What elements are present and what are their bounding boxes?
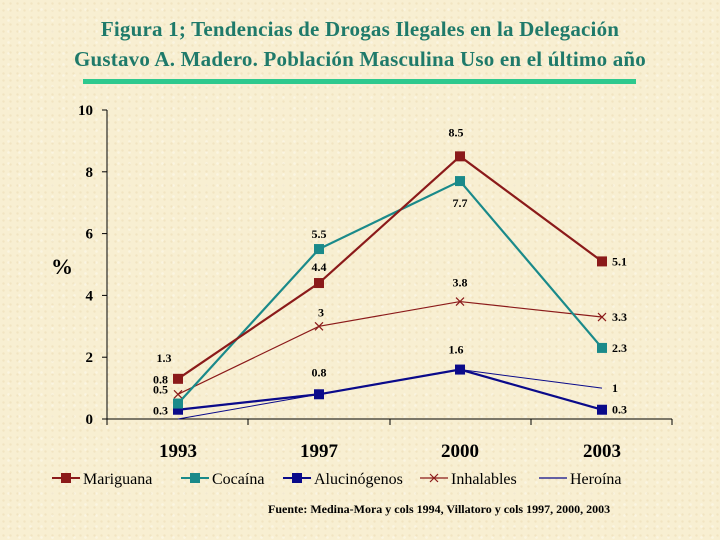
source-note: Fuente: Medina-Mora y cols 1994, Villato… bbox=[268, 502, 611, 516]
y-tick-label: 4 bbox=[86, 288, 94, 304]
data-point-mariguana bbox=[597, 256, 607, 267]
legend-label-heroina: Heroína bbox=[570, 471, 622, 488]
legend-label-mariguana: Mariguana bbox=[83, 471, 152, 488]
legend-label-alucinogenos: Alucinógenos bbox=[314, 471, 403, 488]
x-tick-label: 2003 bbox=[583, 441, 621, 462]
chart-legend: Mariguana Cocaína Alucinógenos Inhalables He… bbox=[52, 471, 622, 488]
y-tick-label: 10 bbox=[78, 103, 93, 119]
data-point-inhalables bbox=[597, 312, 607, 322]
data-label-inhalables: 3 bbox=[318, 305, 324, 319]
chart-data-labels: 1.3 4.4 8.5 5.1 0.5 5.5 7.7 2.3 0.3 0.8 1.6 0.3 0.8 3… bbox=[153, 125, 627, 417]
data-label-alucinogenos: 0.8 bbox=[312, 365, 327, 379]
data-label-cocaina: 2.3 bbox=[612, 341, 627, 355]
data-label-mariguana: 1.3 bbox=[157, 351, 172, 365]
data-label-mariguana: 5.1 bbox=[612, 254, 627, 268]
data-point-alucinogenos bbox=[455, 364, 465, 375]
legend-marker-inhalables bbox=[429, 473, 439, 483]
data-point-inhalables bbox=[314, 321, 324, 331]
data-label-cocaina: 7.7 bbox=[453, 196, 468, 210]
y-tick-label: 0 bbox=[86, 412, 94, 428]
title-underline bbox=[83, 79, 636, 84]
series-line-mariguana bbox=[177, 154, 603, 380]
data-point-alucinogenos bbox=[173, 404, 183, 415]
legend-label-cocaina: Cocaína bbox=[212, 471, 264, 488]
chart-title-line-2: Gustavo A. Madero. Población Masculina U… bbox=[73, 47, 647, 71]
series-line-cocaina bbox=[177, 179, 603, 405]
chart-axes: 0 2 4 6 8 10 1993 1997 2000 2003% bbox=[51, 103, 673, 462]
y-axis-label: % bbox=[51, 254, 73, 279]
data-point-mariguana bbox=[455, 151, 465, 162]
data-point-cocaina bbox=[597, 342, 607, 353]
legend-marker-alucinogenos bbox=[292, 473, 302, 483]
data-point-inhalables bbox=[173, 389, 183, 399]
legend-label-inhalables: Inhalables bbox=[451, 471, 517, 488]
data-label-cocaina: 5.5 bbox=[312, 227, 327, 241]
x-tick-label: 2000 bbox=[441, 441, 479, 462]
data-label-inhalables: 3.8 bbox=[453, 276, 468, 290]
data-label-cocaina: 0.5 bbox=[153, 383, 168, 397]
data-point-alucinogenos bbox=[314, 389, 324, 400]
data-point-cocaina bbox=[455, 176, 465, 187]
series-line-inhalables bbox=[177, 300, 603, 395]
data-point-alucinogenos bbox=[597, 404, 607, 415]
chart-series bbox=[173, 151, 607, 420]
data-label-alucinogenos: 1.6 bbox=[449, 343, 464, 357]
data-label-alucinogenos: 0.3 bbox=[153, 404, 168, 418]
data-point-inhalables bbox=[455, 297, 465, 307]
data-label-inhalables: 3.3 bbox=[612, 310, 627, 324]
data-point-mariguana bbox=[173, 373, 183, 384]
series-line-alucinogenos bbox=[177, 368, 603, 411]
y-tick-label: 8 bbox=[86, 165, 94, 181]
data-label-alucinogenos: 0.3 bbox=[612, 403, 627, 417]
data-label-mariguana: 4.4 bbox=[312, 260, 327, 274]
y-tick-label: 2 bbox=[86, 350, 94, 366]
data-label-mariguana: 8.5 bbox=[449, 125, 464, 139]
data-point-cocaina bbox=[173, 398, 183, 409]
legend-marker-cocaina bbox=[190, 473, 200, 483]
chart-title: Figura 1; Tendencias de Drogas Ilegales … bbox=[0, 14, 720, 74]
chart-title-line-1: Figura 1; Tendencias de Drogas Ilegales … bbox=[100, 17, 620, 41]
y-tick-label: 6 bbox=[86, 227, 94, 243]
data-point-cocaina bbox=[314, 244, 324, 255]
x-tick-label: 1997 bbox=[300, 441, 339, 462]
series-line-heroina bbox=[177, 369, 603, 420]
data-label-heroina: 1 bbox=[612, 381, 618, 395]
x-tick-label: 1993 bbox=[159, 441, 197, 462]
legend-marker-mariguana bbox=[61, 473, 71, 483]
data-label-inhalables: 0.8 bbox=[153, 372, 168, 386]
data-point-mariguana bbox=[314, 278, 324, 289]
